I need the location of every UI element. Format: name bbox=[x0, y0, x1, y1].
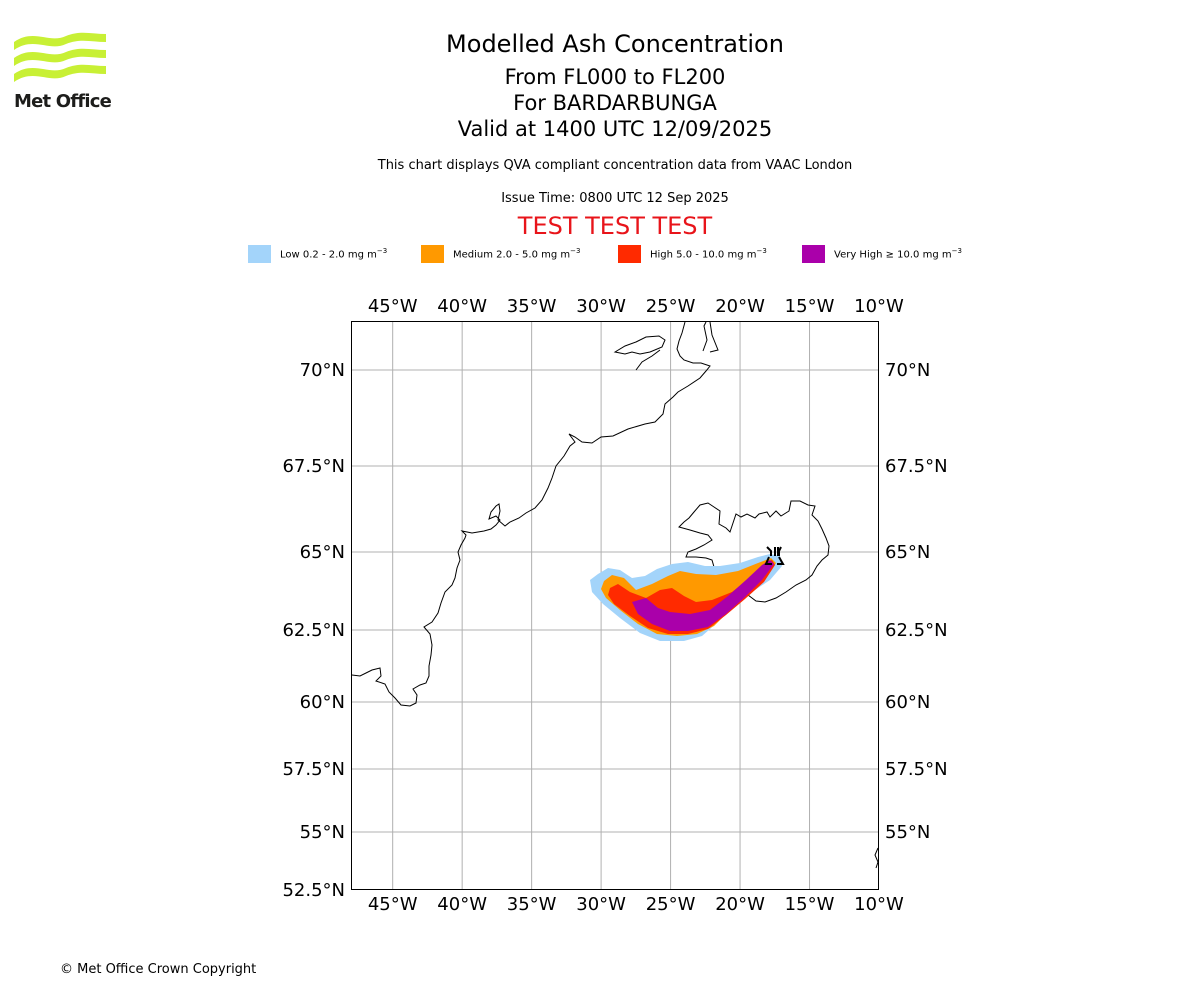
legend-swatch-high bbox=[618, 244, 641, 263]
lat-label-right-65n: 65°N bbox=[885, 542, 930, 563]
legend-item-high: High 5.0 - 10.0 mg m−3 bbox=[618, 244, 767, 263]
legend-item-low: Low 0.2 - 2.0 mg m−3 bbox=[248, 244, 387, 263]
lon-label-bottom-15w: 15°W bbox=[785, 894, 835, 915]
legend-label-low: Low 0.2 - 2.0 mg m bbox=[280, 249, 377, 261]
chart-title: Modelled Ash Concentration bbox=[446, 30, 784, 58]
lon-label-top-30w: 30°W bbox=[576, 296, 626, 317]
greenland-coastline bbox=[351, 321, 711, 707]
test-banner: TEST TEST TEST bbox=[517, 212, 713, 240]
lon-label-bottom-35w: 35°W bbox=[507, 894, 557, 915]
legend-item-very-high: Very High ≥ 10.0 mg m−3 bbox=[802, 244, 962, 263]
volcano-marker-icon bbox=[764, 546, 785, 565]
lon-label-bottom-30w: 30°W bbox=[576, 894, 626, 915]
lon-label-bottom-25w: 25°W bbox=[646, 894, 696, 915]
lat-label-right-62-5n: 62.5°N bbox=[885, 620, 948, 641]
lat-label-left-52-5n: 52.5°N bbox=[282, 880, 345, 901]
lat-label-right-70n: 70°N bbox=[885, 360, 930, 381]
lon-label-top-35w: 35°W bbox=[507, 296, 557, 317]
lat-label-left-57-5n: 57.5°N bbox=[282, 759, 345, 780]
legend-swatch-very-high bbox=[802, 244, 825, 263]
lat-label-left-70n: 70°N bbox=[300, 360, 345, 381]
greenland-coast-fragment bbox=[635, 321, 719, 371]
lon-label-top-20w: 20°W bbox=[715, 296, 765, 317]
iceland-coastline bbox=[678, 500, 830, 603]
scotland-coast-fragment bbox=[874, 847, 879, 869]
map-frame bbox=[351, 321, 879, 890]
logo-waves-icon bbox=[14, 32, 106, 82]
lat-label-left-65n: 65°N bbox=[300, 542, 345, 563]
lat-label-left-67-5n: 67.5°N bbox=[282, 456, 345, 477]
lon-label-bottom-20w: 20°W bbox=[715, 894, 765, 915]
lon-label-top-10w: 10°W bbox=[854, 296, 904, 317]
lat-label-left-55n: 55°N bbox=[300, 822, 345, 843]
lon-label-top-40w: 40°W bbox=[437, 296, 487, 317]
ash-concentration bbox=[590, 554, 782, 641]
ash-very-high-region bbox=[632, 560, 774, 631]
legend-item-medium: Medium 2.0 - 5.0 mg m−3 bbox=[421, 244, 580, 263]
lon-label-bottom-40w: 40°W bbox=[437, 894, 487, 915]
logo-text: Met Office bbox=[14, 91, 112, 112]
lat-label-right-55n: 55°N bbox=[885, 822, 930, 843]
legend-label-high: High 5.0 - 10.0 mg m bbox=[650, 249, 757, 261]
lon-label-top-25w: 25°W bbox=[646, 296, 696, 317]
lat-label-right-60n: 60°N bbox=[885, 692, 930, 713]
lat-label-right-57-5n: 57.5°N bbox=[885, 759, 948, 780]
volcano-name: For BARDARBUNGA bbox=[513, 91, 717, 115]
legend-label-very-high: Very High ≥ 10.0 mg m bbox=[834, 249, 952, 261]
issue-time: Issue Time: 0800 UTC 12 Sep 2025 bbox=[501, 191, 729, 206]
legend-swatch-low bbox=[248, 244, 271, 263]
lat-label-right-67-5n: 67.5°N bbox=[885, 456, 948, 477]
copyright: © Met Office Crown Copyright bbox=[60, 962, 257, 977]
lat-label-left-62-5n: 62.5°N bbox=[282, 620, 345, 641]
legend-label-medium: Medium 2.0 - 5.0 mg m bbox=[453, 249, 571, 261]
lon-label-bottom-10w: 10°W bbox=[854, 894, 904, 915]
valid-time: Valid at 1400 UTC 12/09/2025 bbox=[457, 117, 773, 141]
greenland-island-north bbox=[613, 335, 666, 355]
lat-label-left-60n: 60°N bbox=[300, 692, 345, 713]
gridlines bbox=[351, 321, 879, 890]
lon-label-top-45w: 45°W bbox=[368, 296, 418, 317]
axis-tick-labels: 45°W 45°W 40°W 40°W 35°W 35°W 30°W 30°W 25°W 25°W… bbox=[282, 296, 947, 915]
lon-label-top-15w: 15°W bbox=[785, 296, 835, 317]
flight-levels: From FL000 to FL200 bbox=[504, 65, 726, 89]
coastlines bbox=[351, 321, 879, 869]
legend-swatch-medium bbox=[421, 244, 444, 263]
chart-description: This chart displays QVA compliant concen… bbox=[377, 158, 853, 173]
lon-label-bottom-45w: 45°W bbox=[368, 894, 418, 915]
